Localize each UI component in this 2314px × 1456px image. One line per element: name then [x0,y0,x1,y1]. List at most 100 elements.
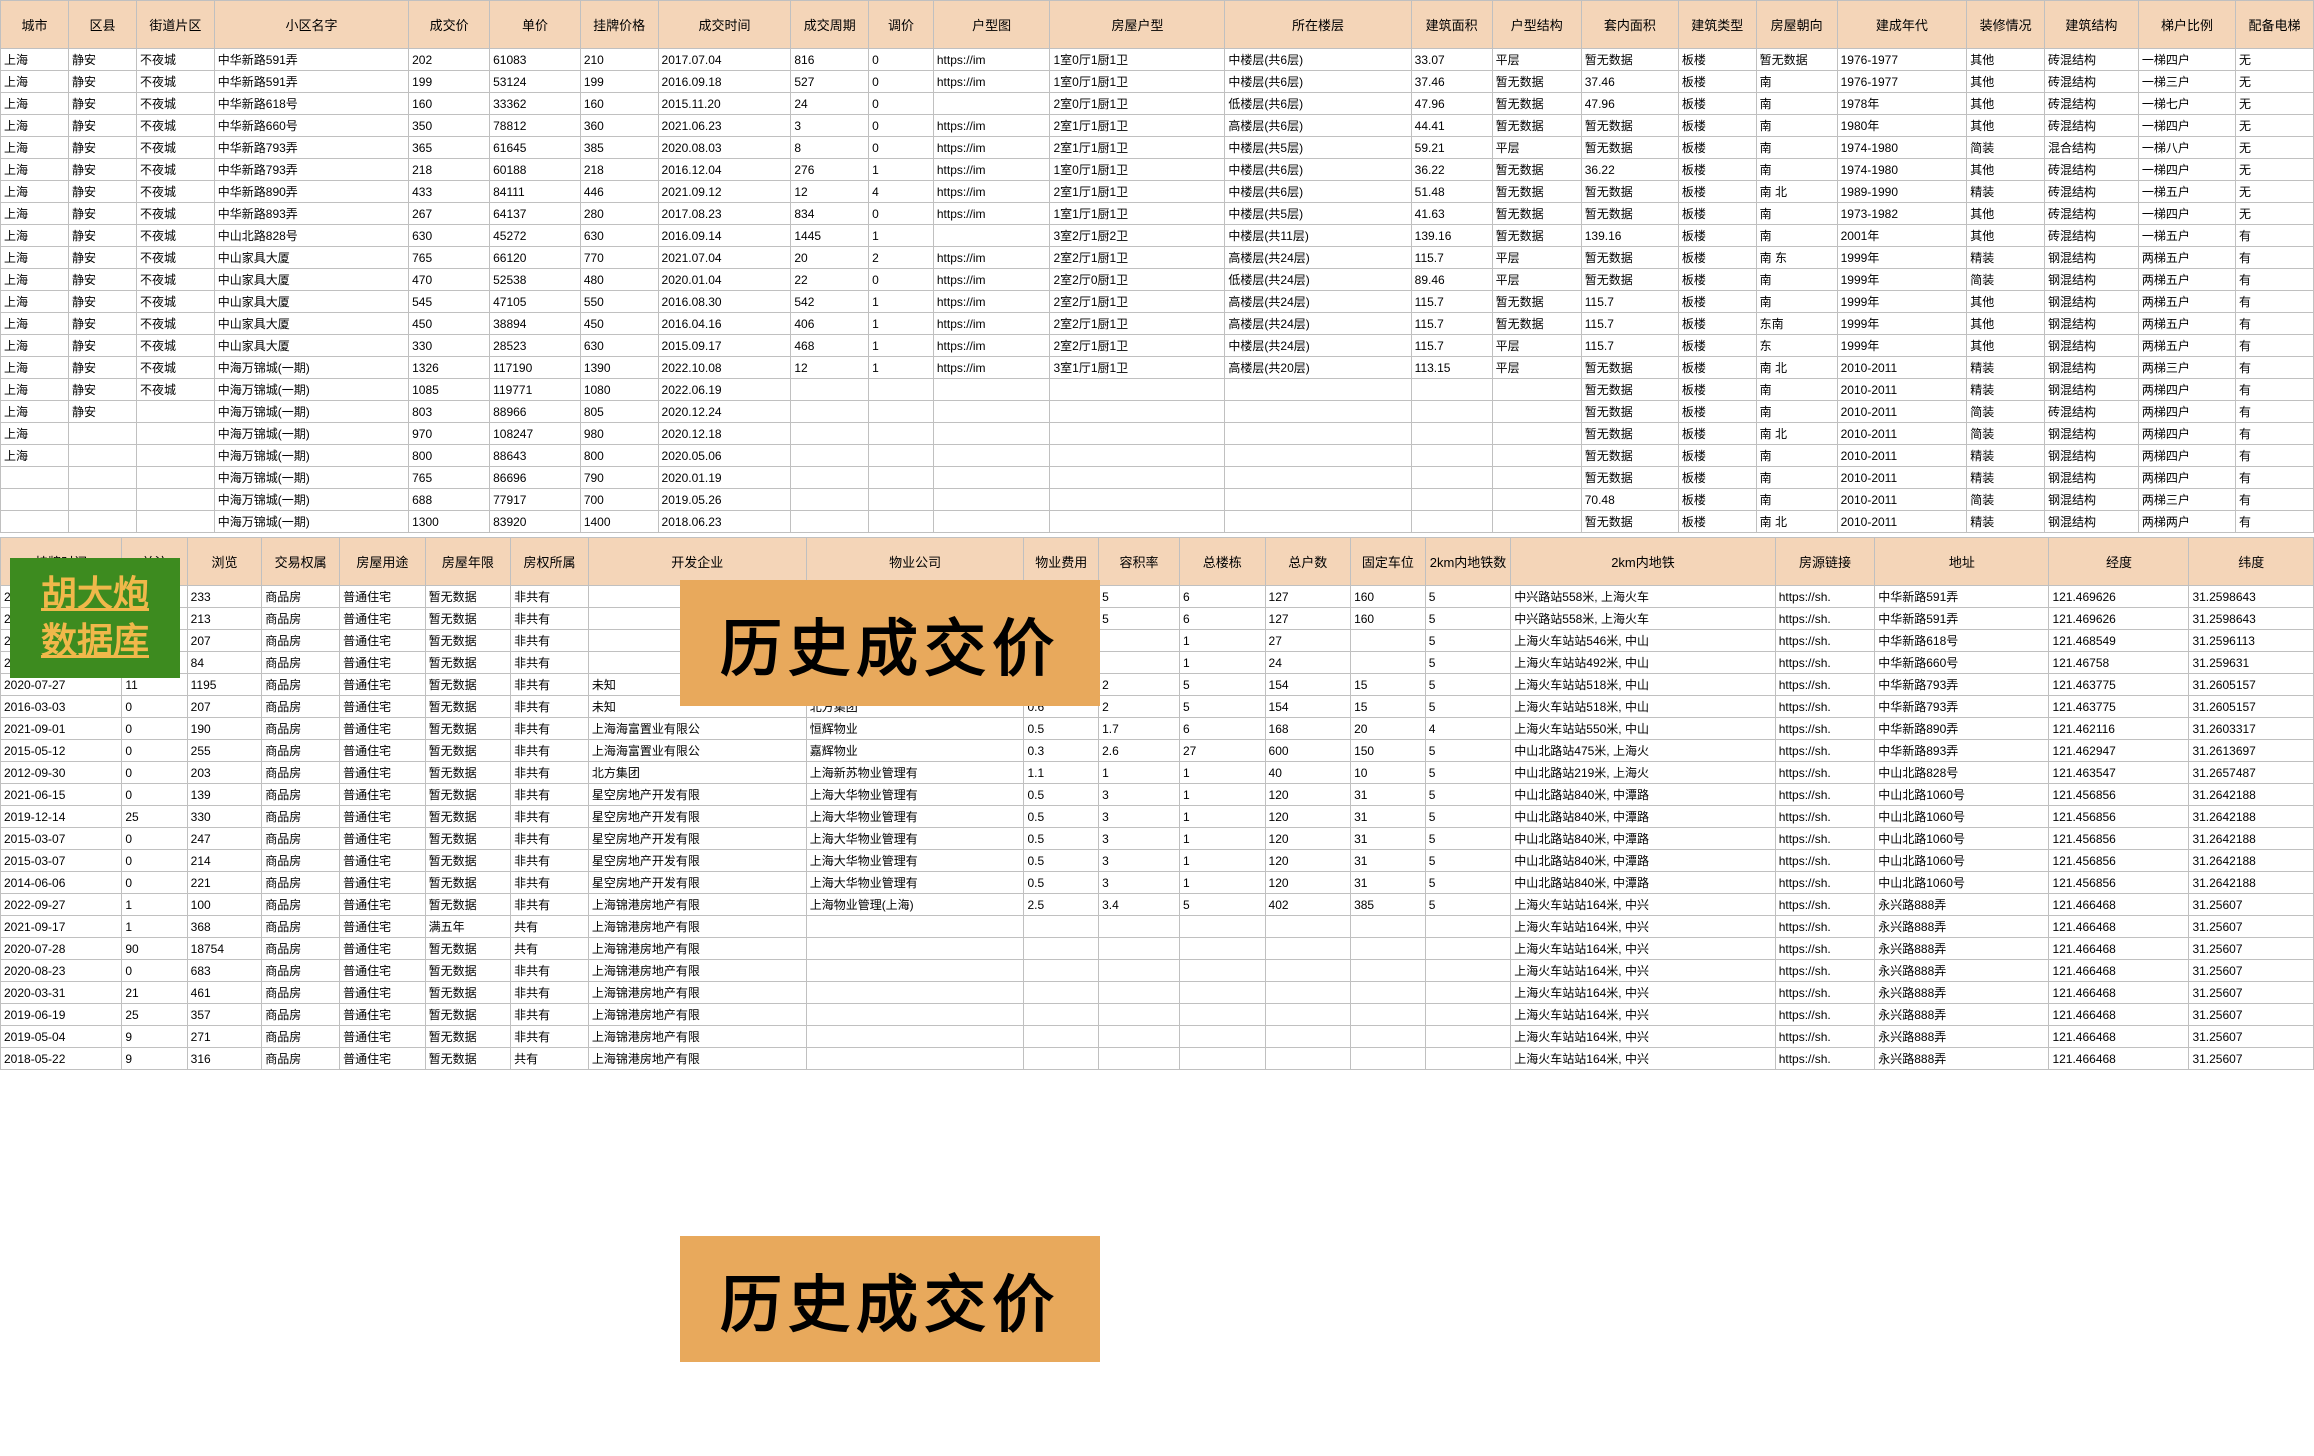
table-row[interactable]: 上海静安不夜城中山北路828号630452726302016.09.141445… [1,225,2314,247]
table-row[interactable]: 2015-03-070247商品房普通住宅暂无数据非共有星空房地产开发有限上海大… [1,828,2314,850]
table-row[interactable]: 上海静安中海万锦城(一期)803889668052020.12.24暂无数据板楼… [1,401,2314,423]
table-row[interactable]: 2014-06-060221商品房普通住宅暂无数据非共有星空房地产开发有限上海大… [1,872,2314,894]
table-row[interactable]: 2020-07-27111195商品房普通住宅暂无数据非共有未知北方集团0.62… [1,674,2314,696]
table-row[interactable]: 上海中海万锦城(一期)800886438002020.05.06暂无数据板楼南2… [1,445,2314,467]
cell: 暂无数据 [425,608,511,630]
table-row[interactable]: 2019-12-1425330商品房普通住宅暂无数据非共有星空房地产开发有限上海… [1,806,2314,828]
cell: 115.7 [1411,335,1492,357]
table-row[interactable]: 2022-09-271100商品房普通住宅暂无数据非共有上海锦港房地产有限上海物… [1,894,2314,916]
cell: 平层 [1492,269,1581,291]
cell [69,445,137,467]
table-row[interactable]: 2020-03-3121461商品房普通住宅暂无数据非共有上海锦港房地产有限上海… [1,982,2314,1004]
table-row[interactable]: 上海静安不夜城中华新路591弄202610832102017.07.048160… [1,49,2314,71]
table-row[interactable]: 2018-05-229316商品房普通住宅暂无数据共有上海锦港房地产有限上海火车… [1,1048,2314,1070]
table-row[interactable]: 2015-03-070214商品房普通住宅暂无数据非共有星空房地产开发有限上海大… [1,850,2314,872]
cell: 1室1厅1厨1卫 [1050,203,1225,225]
table-row[interactable]: 中海万锦城(一期)688779177002019.05.2670.48板楼南20… [1,489,2314,511]
table-row[interactable]: 中海万锦城(一期)765866967902020.01.19暂无数据板楼南201… [1,467,2314,489]
cell [933,489,1050,511]
table-row[interactable]: 2021-09-171368商品房普通住宅满五年共有上海锦港房地产有限上海火车站… [1,916,2314,938]
table-row[interactable]: 2021-06-20084商品房普通住宅暂无数据非共有1245上海火车站站492… [1,652,2314,674]
table-row[interactable]: 上海静安不夜城中华新路618号160333621602015.11.202402… [1,93,2314,115]
cell: 27 [1179,740,1265,762]
table-row[interactable]: 2012-09-300203商品房普通住宅暂无数据非共有北方集团上海新苏物业管理… [1,762,2314,784]
table-row[interactable]: 2020-07-289018754商品房普通住宅暂无数据共有上海锦港房地产有限上… [1,938,2314,960]
table-row[interactable]: 上海静安不夜城中华新路591弄199531241992016.09.185270… [1,71,2314,93]
table-row[interactable]: 上海静安不夜城中海万锦城(一期)132611719013902022.10.08… [1,357,2314,379]
cell: https://im [933,137,1050,159]
cell: 暂无数据 [425,806,511,828]
cell [1492,467,1581,489]
table-row[interactable]: 2015-04-100233商品房普通住宅暂无数据非共有上海骏丰物业有限公0.5… [1,586,2314,608]
table-row[interactable]: 上海静安不夜城中山家具大厦545471055502016.08.305421ht… [1,291,2314,313]
cell: 板楼 [1678,115,1756,137]
cell: 88643 [490,445,581,467]
table-row[interactable]: 上海静安不夜城中华新路660号350788123602021.06.2330ht… [1,115,2314,137]
table-row[interactable]: 上海静安不夜城中山家具大厦765661207702021.07.04202htt… [1,247,2314,269]
cell: 630 [409,225,490,247]
cell: 不夜城 [137,137,215,159]
col-header: 固定车位 [1351,538,1426,586]
table-row[interactable]: 上海静安不夜城中海万锦城(一期)108511977110802022.06.19… [1,379,2314,401]
cell: 31 [1351,784,1426,806]
cell [1179,1026,1265,1048]
cell [1411,401,1492,423]
cell [1351,982,1426,1004]
table-row[interactable]: 上海静安不夜城中华新路793弄365616453852020.08.0380ht… [1,137,2314,159]
table-row[interactable]: 中海万锦城(一期)13008392014002018.06.23暂无数据板楼南 … [1,511,2314,533]
table-row[interactable]: 2021-06-150139商品房普通住宅暂无数据非共有星空房地产开发有限上海大… [1,784,2314,806]
col-header: 建筑面积 [1411,1,1492,49]
cell: 静安 [69,137,137,159]
cell: 商品房 [262,784,340,806]
cell: 12 [791,181,869,203]
cell: 南 [1756,445,1837,467]
table-row[interactable]: 上海静安不夜城中山家具大厦470525384802020.01.04220htt… [1,269,2314,291]
cell: 嘉辉物业 [806,740,1024,762]
cell [137,423,215,445]
table-row[interactable]: 2019-05-049271商品房普通住宅暂无数据非共有上海锦港房地产有限上海火… [1,1026,2314,1048]
table-row[interactable]: 上海静安不夜城中华新路893弄267641372802017.08.238340… [1,203,2314,225]
cell: 钢混结构 [2044,379,2138,401]
cell: 北方集团 [588,762,806,784]
table-row[interactable]: 2021-09-010190商品房普通住宅暂无数据非共有上海海富置业有限公恒辉物… [1,718,2314,740]
cell: https://im [933,313,1050,335]
cell: 2020-08-23 [1,960,122,982]
cell: 不夜城 [137,335,215,357]
cell: 中华新路591弄 [1875,586,2049,608]
table-row[interactable]: 上海静安不夜城中山家具大厦330285236302015.09.174681ht… [1,335,2314,357]
cell: 暂无数据 [425,762,511,784]
cell: 267 [409,203,490,225]
table-row[interactable]: 上海静安不夜城中华新路890弄433841114462021.09.12124h… [1,181,2314,203]
cell: 不夜城 [137,93,215,115]
cell: 砖混结构 [2044,181,2138,203]
cell: 普通住宅 [340,674,426,696]
table-row[interactable]: 2015-04-100213商品房普通住宅暂无数据非共有上海骏丰物业有限公0.5… [1,608,2314,630]
table-row[interactable]: 2015-10-270207商品房普通住宅暂无数据非共有1275上海火车站站54… [1,630,2314,652]
cell: 2019.05.26 [658,489,791,511]
cell: 2021-09-01 [1,718,122,740]
cell: 有 [2236,357,2314,379]
cell: 5 [1425,806,1511,828]
table-row[interactable]: 2015-05-120255商品房普通住宅暂无数据非共有上海海富置业有限公嘉辉物… [1,740,2314,762]
table-row[interactable]: 2016-03-030207商品房普通住宅暂无数据非共有未知北方集团0.6251… [1,696,2314,718]
table-row[interactable]: 上海静安不夜城中山家具大厦450388944502016.04.164061ht… [1,313,2314,335]
cell: 2021.07.04 [658,247,791,269]
cell: 1999年 [1837,313,1967,335]
cell: 15 [1351,696,1426,718]
cell: 90 [122,938,187,960]
cell [1351,1026,1426,1048]
cell: 115.7 [1411,313,1492,335]
table-row[interactable]: 2019-06-1925357商品房普通住宅暂无数据非共有上海锦港房地产有限上海… [1,1004,2314,1026]
cell: 商品房 [262,872,340,894]
col-header: 房屋用途 [340,538,426,586]
cell: 不夜城 [137,159,215,181]
cell: 1400 [580,511,658,533]
cell: 钢混结构 [2044,313,2138,335]
cell: 上海锦港房地产有限 [588,1048,806,1070]
cell: 普通住宅 [340,784,426,806]
table-row[interactable]: 上海中海万锦城(一期)9701082479802020.12.18暂无数据板楼南… [1,423,2314,445]
table-row[interactable]: 上海静安不夜城中华新路793弄218601882182016.12.042761… [1,159,2314,181]
col-header: 浏览 [187,538,262,586]
cell: 中华新路893弄 [1875,740,2049,762]
table-row[interactable]: 2020-08-230683商品房普通住宅暂无数据非共有上海锦港房地产有限上海火… [1,960,2314,982]
